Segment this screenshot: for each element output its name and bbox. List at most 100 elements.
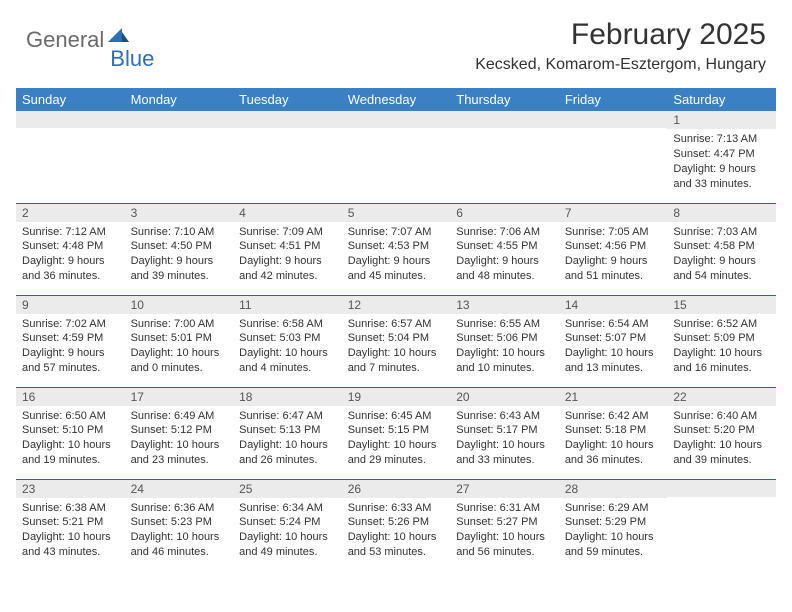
header: General Blue February 2025 Kecsked, Koma… [0, 0, 792, 82]
calendar-day-cell: 27Sunrise: 6:31 AMSunset: 5:27 PMDayligh… [450, 479, 559, 571]
daylight-text: Daylight: 10 hours and 46 minutes. [131, 530, 228, 560]
sunset-text: Sunset: 5:12 PM [131, 423, 228, 438]
day-details: Sunrise: 6:33 AMSunset: 5:26 PMDaylight:… [342, 498, 451, 566]
daylight-text: Daylight: 9 hours and 54 minutes. [673, 254, 770, 284]
calendar-day-cell: 19Sunrise: 6:45 AMSunset: 5:15 PMDayligh… [342, 387, 451, 479]
daylight-text: Daylight: 10 hours and 7 minutes. [348, 346, 445, 376]
sunset-text: Sunset: 5:18 PM [565, 423, 662, 438]
day-details: Sunrise: 6:49 AMSunset: 5:12 PMDaylight:… [125, 406, 234, 474]
calendar-week-row: 16Sunrise: 6:50 AMSunset: 5:10 PMDayligh… [16, 387, 776, 479]
sunset-text: Sunset: 4:59 PM [22, 331, 119, 346]
sunrise-text: Sunrise: 6:42 AM [565, 409, 662, 424]
calendar-day-cell: 21Sunrise: 6:42 AMSunset: 5:18 PMDayligh… [559, 387, 668, 479]
sunset-text: Sunset: 5:07 PM [565, 331, 662, 346]
sunrise-text: Sunrise: 7:13 AM [673, 132, 770, 147]
day-number [233, 111, 342, 128]
day-number: 27 [450, 480, 559, 498]
day-number: 14 [559, 296, 668, 314]
day-number [667, 480, 776, 497]
daylight-text: Daylight: 10 hours and 39 minutes. [673, 438, 770, 468]
sunrise-text: Sunrise: 6:43 AM [456, 409, 553, 424]
day-details: Sunrise: 6:47 AMSunset: 5:13 PMDaylight:… [233, 406, 342, 474]
day-number: 1 [667, 111, 776, 129]
month-title: February 2025 [475, 18, 766, 52]
daylight-text: Daylight: 9 hours and 57 minutes. [22, 346, 119, 376]
day-details: Sunrise: 7:00 AMSunset: 5:01 PMDaylight:… [125, 314, 234, 382]
day-number: 26 [342, 480, 451, 498]
daylight-text: Daylight: 10 hours and 33 minutes. [456, 438, 553, 468]
day-number: 7 [559, 204, 668, 222]
day-number: 12 [342, 296, 451, 314]
calendar-day-cell: 14 Sunrise: 6:54 AMSunset: 5:07 PMDayligh… [559, 295, 668, 387]
calendar-day-cell [342, 111, 451, 203]
sunset-text: Sunset: 5:06 PM [456, 331, 553, 346]
day-details: Sunrise: 6:34 AMSunset: 5:24 PMDaylight:… [233, 498, 342, 566]
sunset-text: Sunset: 5:09 PM [673, 331, 770, 346]
sunrise-text: Sunrise: 6:40 AM [673, 409, 770, 424]
sunrise-text: Sunrise: 6:45 AM [348, 409, 445, 424]
day-number: 20 [450, 388, 559, 406]
sunset-text: Sunset: 5:21 PM [22, 515, 119, 530]
day-number [342, 111, 451, 128]
daylight-text: Daylight: 10 hours and 10 minutes. [456, 346, 553, 376]
day-number: 6 [450, 204, 559, 222]
sunset-text: Sunset: 5:03 PM [239, 331, 336, 346]
sunrise-text: Sunrise: 6:57 AM [348, 317, 445, 332]
day-details [450, 128, 559, 188]
calendar-week-row: 1Sunrise: 7:13 AMSunset: 4:47 PMDaylight… [16, 111, 776, 203]
calendar-day-cell: 25Sunrise: 6:34 AMSunset: 5:24 PMDayligh… [233, 479, 342, 571]
calendar-day-cell: 11Sunrise: 6:58 AMSunset: 5:03 PMDayligh… [233, 295, 342, 387]
sunset-text: Sunset: 5:24 PM [239, 515, 336, 530]
sunrise-text: Sunrise: 7:00 AM [131, 317, 228, 332]
daylight-text: Daylight: 10 hours and 29 minutes. [348, 438, 445, 468]
sunrise-text: Sunrise: 6:54 AM [565, 317, 662, 332]
calendar-day-cell: 23Sunrise: 6:38 AMSunset: 5:21 PMDayligh… [16, 479, 125, 571]
calendar-body: 1Sunrise: 7:13 AMSunset: 4:47 PMDaylight… [16, 111, 776, 571]
sunset-text: Sunset: 4:50 PM [131, 239, 228, 254]
daylight-text: Daylight: 10 hours and 23 minutes. [131, 438, 228, 468]
day-number: 10 [125, 296, 234, 314]
weekday-header: Monday [125, 88, 234, 111]
sunrise-text: Sunrise: 7:10 AM [131, 225, 228, 240]
calendar-day-cell: 7Sunrise: 7:05 AMSunset: 4:56 PMDaylight… [559, 203, 668, 295]
day-number: 28 [559, 480, 668, 498]
day-number: 17 [125, 388, 234, 406]
sunset-text: Sunset: 4:55 PM [456, 239, 553, 254]
day-number: 9 [16, 296, 125, 314]
day-details: Sunrise: 7:07 AMSunset: 4:53 PMDaylight:… [342, 222, 451, 290]
daylight-text: Daylight: 10 hours and 36 minutes. [565, 438, 662, 468]
day-details: Sunrise: 6:57 AMSunset: 5:04 PMDaylight:… [342, 314, 451, 382]
day-details: Sunrise: 6:43 AMSunset: 5:17 PMDaylight:… [450, 406, 559, 474]
sunset-text: Sunset: 5:17 PM [456, 423, 553, 438]
weekday-header: Sunday [16, 88, 125, 111]
day-number: 5 [342, 204, 451, 222]
calendar-week-row: 2Sunrise: 7:12 AMSunset: 4:48 PMDaylight… [16, 203, 776, 295]
day-details: Sunrise: 6:38 AMSunset: 5:21 PMDaylight:… [16, 498, 125, 566]
calendar-day-cell: 13Sunrise: 6:55 AMSunset: 5:06 PMDayligh… [450, 295, 559, 387]
title-block: February 2025 Kecsked, Komarom-Esztergom… [475, 18, 766, 74]
calendar-day-cell: 24Sunrise: 6:36 AMSunset: 5:23 PMDayligh… [125, 479, 234, 571]
daylight-text: Daylight: 10 hours and 4 minutes. [239, 346, 336, 376]
sunset-text: Sunset: 4:56 PM [565, 239, 662, 254]
calendar-day-cell [559, 111, 668, 203]
sunrise-text: Sunrise: 6:55 AM [456, 317, 553, 332]
logo: General Blue [26, 18, 156, 62]
calendar-day-cell: 22Sunrise: 6:40 AMSunset: 5:20 PMDayligh… [667, 387, 776, 479]
day-number: 2 [16, 204, 125, 222]
calendar-day-cell: 6Sunrise: 7:06 AMSunset: 4:55 PMDaylight… [450, 203, 559, 295]
day-details [233, 128, 342, 188]
day-number [450, 111, 559, 128]
sunrise-text: Sunrise: 6:31 AM [456, 501, 553, 516]
sunrise-text: Sunrise: 6:29 AM [565, 501, 662, 516]
day-details: Sunrise: 6:31 AMSunset: 5:27 PMDaylight:… [450, 498, 559, 566]
sunset-text: Sunset: 5:20 PM [673, 423, 770, 438]
daylight-text: Daylight: 10 hours and 13 minutes. [565, 346, 662, 376]
sunrise-text: Sunrise: 6:50 AM [22, 409, 119, 424]
day-number: 15 [667, 296, 776, 314]
calendar-week-row: 9Sunrise: 7:02 AMSunset: 4:59 PMDaylight… [16, 295, 776, 387]
calendar-week-row: 23Sunrise: 6:38 AMSunset: 5:21 PMDayligh… [16, 479, 776, 571]
calendar-day-cell: 17Sunrise: 6:49 AMSunset: 5:12 PMDayligh… [125, 387, 234, 479]
day-details: Sunrise: 6:29 AMSunset: 5:29 PMDaylight:… [559, 498, 668, 566]
daylight-text: Daylight: 9 hours and 36 minutes. [22, 254, 119, 284]
day-details: Sunrise: 7:05 AMSunset: 4:56 PMDaylight:… [559, 222, 668, 290]
